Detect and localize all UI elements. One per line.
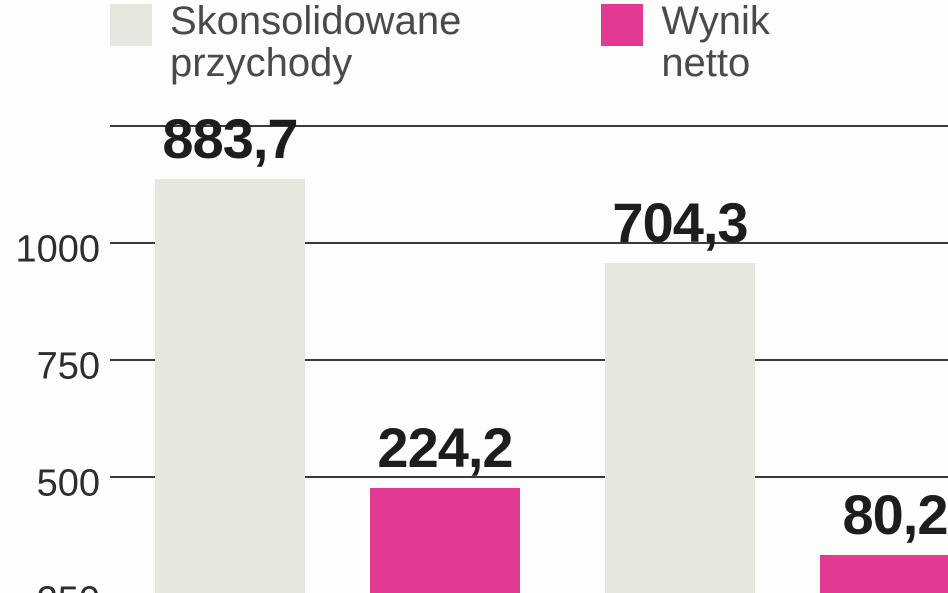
- legend-label: Wynik netto: [661, 0, 770, 84]
- plot-area: 883,7224,2704,380,2: [110, 125, 948, 593]
- bar-value-label: 883,7: [162, 106, 297, 171]
- bar-value-label: 224,2: [377, 415, 512, 480]
- bar: [605, 263, 755, 593]
- y-axis-tick: 750: [0, 346, 100, 389]
- y-axis-tick: 250: [0, 580, 100, 593]
- bar-value-label: 704,3: [612, 190, 747, 255]
- legend-item-przychody: Skonsolidowane przychody: [110, 0, 461, 80]
- legend-swatch: [601, 4, 643, 46]
- bar-chart: 883,7224,2704,380,2 2505007501000: [0, 125, 948, 593]
- legend-swatch: [110, 4, 152, 46]
- y-axis-tick: 1000: [0, 229, 100, 272]
- legend: Skonsolidowane przychody Wynik netto: [110, 0, 948, 80]
- legend-label: Skonsolidowane przychody: [170, 0, 461, 84]
- y-axis-tick: 500: [0, 463, 100, 506]
- bar: [155, 179, 305, 593]
- bar: [820, 555, 948, 593]
- bar-value-label: 80,2: [843, 482, 948, 547]
- bar: [370, 488, 520, 593]
- legend-item-wynik: Wynik netto: [601, 0, 770, 80]
